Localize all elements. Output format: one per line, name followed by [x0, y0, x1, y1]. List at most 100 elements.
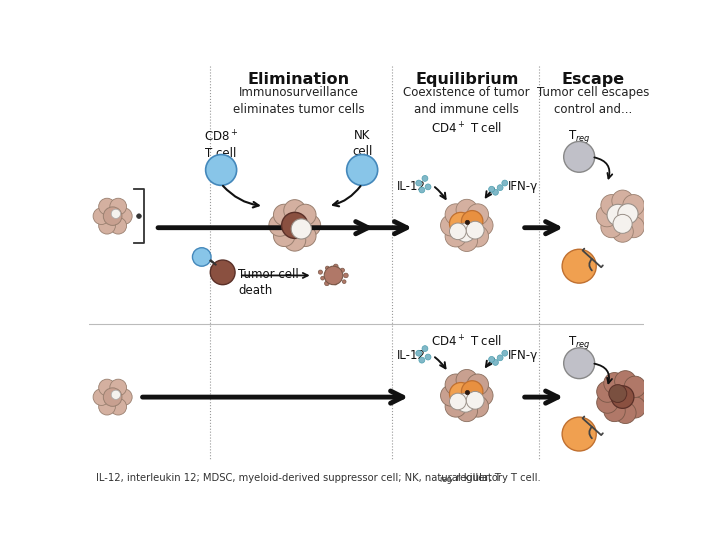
Circle shape: [615, 371, 636, 392]
Text: CD4$^+$ T cell: CD4$^+$ T cell: [431, 334, 503, 349]
Circle shape: [450, 212, 472, 235]
Circle shape: [493, 360, 498, 365]
Circle shape: [104, 207, 122, 226]
Circle shape: [321, 276, 325, 280]
Circle shape: [618, 204, 638, 224]
Circle shape: [333, 264, 338, 269]
Circle shape: [502, 350, 508, 356]
Text: Equilibrium: Equilibrium: [415, 72, 518, 87]
Circle shape: [344, 273, 348, 278]
Circle shape: [609, 384, 627, 403]
Circle shape: [340, 268, 345, 272]
Text: Coexistence of tumor
and immune cells: Coexistence of tumor and immune cells: [403, 86, 530, 116]
Circle shape: [597, 392, 618, 413]
Text: T$_{reg}$: T$_{reg}$: [568, 128, 591, 145]
Circle shape: [467, 226, 488, 247]
Circle shape: [497, 355, 503, 361]
Circle shape: [467, 374, 488, 395]
Text: CD8$^+$
T cell: CD8$^+$ T cell: [204, 129, 238, 161]
Circle shape: [115, 389, 132, 405]
Circle shape: [291, 219, 312, 239]
Circle shape: [601, 195, 622, 216]
Circle shape: [603, 400, 625, 422]
Circle shape: [299, 214, 320, 236]
Circle shape: [472, 214, 493, 236]
Circle shape: [456, 223, 475, 242]
Circle shape: [624, 397, 646, 418]
Circle shape: [425, 354, 431, 360]
Circle shape: [623, 216, 644, 238]
Circle shape: [456, 393, 475, 412]
Circle shape: [325, 281, 329, 285]
Circle shape: [472, 385, 493, 406]
Circle shape: [206, 155, 237, 185]
Circle shape: [137, 214, 142, 218]
Text: IFN-γ: IFN-γ: [508, 349, 538, 362]
Text: , regulatory T cell.: , regulatory T cell.: [450, 472, 541, 482]
Circle shape: [563, 141, 595, 172]
Circle shape: [488, 186, 495, 192]
Circle shape: [192, 248, 211, 266]
Circle shape: [269, 214, 291, 236]
Circle shape: [467, 396, 488, 417]
Text: CD4$^+$ T cell: CD4$^+$ T cell: [431, 122, 503, 137]
Circle shape: [425, 184, 431, 190]
Circle shape: [611, 386, 634, 408]
Circle shape: [563, 348, 595, 378]
Circle shape: [467, 204, 488, 225]
Text: IL-12, interleukin 12; MDSC, myeloid-derived suppressor cell; NK, natural killer: IL-12, interleukin 12; MDSC, myeloid-der…: [96, 472, 500, 482]
Circle shape: [295, 204, 316, 226]
Circle shape: [450, 382, 472, 405]
Circle shape: [104, 388, 122, 406]
Circle shape: [99, 379, 115, 396]
Circle shape: [623, 195, 644, 216]
Circle shape: [440, 214, 462, 236]
Circle shape: [115, 208, 132, 224]
Circle shape: [318, 270, 322, 274]
Circle shape: [445, 204, 467, 225]
Circle shape: [445, 226, 467, 247]
Circle shape: [627, 206, 649, 227]
Circle shape: [450, 223, 466, 240]
Text: Tumor cell
death: Tumor cell death: [238, 268, 299, 297]
Circle shape: [99, 198, 115, 215]
Circle shape: [273, 225, 295, 246]
Circle shape: [613, 214, 632, 233]
Circle shape: [110, 379, 127, 396]
Circle shape: [333, 281, 337, 285]
Circle shape: [416, 350, 422, 356]
Circle shape: [597, 381, 618, 402]
Circle shape: [465, 390, 470, 395]
Circle shape: [456, 370, 478, 391]
Circle shape: [615, 402, 636, 424]
Circle shape: [497, 185, 503, 191]
Circle shape: [456, 230, 478, 251]
Circle shape: [93, 208, 110, 224]
Circle shape: [93, 389, 110, 405]
Circle shape: [603, 372, 625, 394]
Circle shape: [419, 187, 425, 193]
Circle shape: [110, 217, 127, 234]
Circle shape: [450, 393, 466, 410]
Circle shape: [488, 356, 495, 362]
Circle shape: [445, 374, 467, 395]
Circle shape: [342, 280, 346, 283]
Circle shape: [210, 260, 235, 285]
Circle shape: [456, 400, 478, 422]
Text: Escape: Escape: [561, 72, 625, 87]
Circle shape: [493, 189, 498, 195]
Circle shape: [562, 417, 596, 451]
Circle shape: [461, 381, 483, 402]
Circle shape: [456, 199, 478, 221]
Circle shape: [502, 180, 508, 186]
Circle shape: [612, 190, 633, 211]
Circle shape: [419, 357, 425, 363]
Circle shape: [461, 211, 483, 232]
Circle shape: [112, 390, 121, 399]
Circle shape: [99, 217, 115, 234]
Circle shape: [466, 392, 484, 409]
Circle shape: [347, 155, 378, 185]
Circle shape: [445, 396, 467, 417]
Circle shape: [422, 345, 428, 351]
Circle shape: [112, 209, 121, 218]
